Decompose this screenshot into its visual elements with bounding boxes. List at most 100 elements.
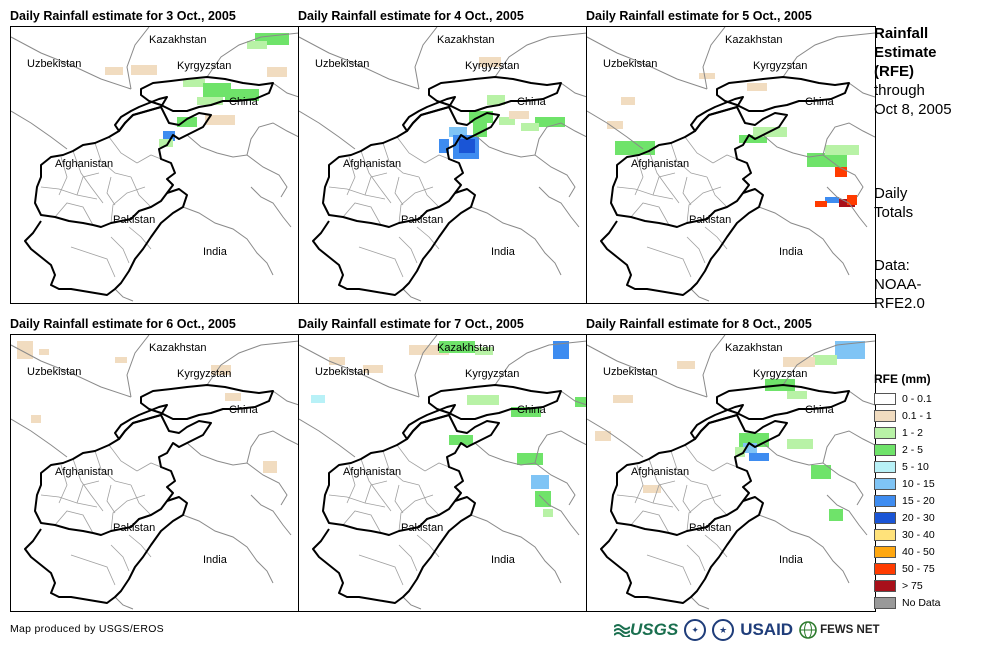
province-line: [110, 186, 146, 224]
boundary-line: [246, 430, 299, 464]
map-panel-oct6: Daily Rainfall estimate for 6 Oct., 2005…: [10, 316, 300, 612]
rainfall-patch: [267, 67, 287, 77]
province-line: [40, 186, 98, 200]
country-border: [402, 404, 456, 440]
map-frame: Kazakhstan Uzbekistan Kyrgyzstan China Afgha…: [586, 334, 876, 612]
rainfall-patch: [131, 65, 157, 75]
legend-swatch: [874, 596, 896, 609]
usgs-wave-icon: [614, 624, 630, 637]
boundary-line: [272, 82, 299, 98]
boundary-line: [494, 340, 587, 386]
province-line: [418, 484, 440, 516]
country-border: [24, 496, 188, 604]
data-line: NOAA-: [874, 276, 922, 293]
legend-label: 0 - 0.1: [902, 392, 932, 405]
legend-label: 20 - 30: [902, 511, 935, 524]
map-panel-oct5: Daily Rainfall estimate for 5 Oct., 2005…: [586, 8, 876, 304]
province-line: [670, 142, 708, 178]
legend-swatch: [874, 443, 896, 456]
province-line: [398, 544, 418, 572]
rainfall-map: Kazakhstan Uzbekistan Kyrgyzstan China Afgha…: [587, 27, 875, 302]
rainfall-patch: [311, 395, 325, 403]
rainfall-patch: [699, 73, 715, 79]
country-label-kyrgyzstan: Kyrgyzstan: [177, 60, 231, 72]
boundary-line: [299, 418, 356, 458]
boundary-line: [822, 430, 875, 464]
rainfall-patch: [225, 393, 241, 401]
country-label-afghanistan: Afghanistan: [55, 158, 113, 170]
country-label-india: India: [779, 246, 804, 258]
province-line: [686, 494, 722, 532]
boundary-line: [848, 82, 875, 98]
boundary-line: [702, 335, 726, 398]
legend-swatch: [874, 545, 896, 558]
rainfall-patch: [535, 117, 565, 127]
province-line: [54, 510, 94, 534]
boundary-line: [11, 344, 132, 398]
country-border: [716, 384, 850, 420]
province-line: [396, 444, 426, 472]
legend-label: > 75: [902, 579, 923, 592]
province-line: [70, 554, 116, 586]
country-border: [312, 496, 476, 604]
rainfall-patch: [183, 79, 205, 87]
rainfall-patch: [467, 395, 499, 405]
country-border: [600, 496, 764, 604]
legend-swatch: [874, 511, 896, 524]
agency-logos: USGS ✦ ★ USAID FEWS NET: [614, 617, 880, 643]
legend-label: 30 - 40: [902, 528, 935, 541]
boundary-line: [538, 186, 580, 228]
rainfall-patch: [329, 357, 345, 365]
boundary-line: [758, 206, 850, 276]
legend-swatch: [874, 477, 896, 490]
province-line: [652, 172, 676, 196]
rainfall-patch: [787, 391, 807, 399]
province-line: [58, 464, 68, 504]
side-title-line: through: [874, 82, 925, 99]
legend-item: > 75: [874, 577, 941, 594]
province-line: [94, 142, 132, 178]
map-panel-oct7: Daily Rainfall estimate for 7 Oct., 2005…: [298, 316, 588, 612]
province-line: [76, 480, 100, 504]
globe-icon: [799, 621, 817, 639]
legend-swatch: [874, 562, 896, 575]
country-border: [716, 76, 850, 112]
boundary-line: [534, 430, 587, 464]
rainfall-patch: [783, 357, 815, 367]
province-line: [712, 154, 738, 164]
rainfall-patch: [479, 57, 501, 67]
country-label-uzbekistan: Uzbekistan: [27, 58, 81, 70]
rainfall-patch: [487, 95, 505, 105]
province-line: [70, 246, 116, 278]
legend-label: 50 - 75: [902, 562, 935, 575]
rainfall-map: Kazakhstan Uzbekistan Kyrgyzstan China Afgha…: [11, 27, 299, 302]
rainfall-patch: [621, 97, 635, 105]
rainfall-patch: [115, 357, 127, 363]
boundary-line: [299, 110, 356, 150]
province-line: [342, 510, 382, 534]
province-line: [110, 236, 130, 264]
rainfall-patch: [39, 349, 49, 355]
country-label-kazakhstan: Kazakhstan: [437, 342, 494, 354]
rainfall-patch: [475, 347, 493, 355]
boundary-line: [470, 514, 562, 584]
province-line: [110, 544, 130, 572]
map-credit: Map produced by USGS/EROS: [10, 623, 164, 635]
boundary-line: [782, 32, 875, 78]
panel-title: Daily Rainfall estimate for 8 Oct., 2005: [586, 317, 812, 331]
country-border: [428, 76, 562, 112]
boundary-line: [114, 288, 134, 302]
legend-swatch: [874, 460, 896, 473]
legend-swatch: [874, 528, 896, 541]
boundary-line: [182, 206, 274, 276]
rainfall-patch: [815, 201, 827, 207]
country-label-india: India: [203, 554, 228, 566]
boundary-line: [186, 134, 288, 198]
legend-item: 40 - 50: [874, 543, 941, 560]
map-frame: Kazakhstan Uzbekistan Kyrgyzstan China Afgha…: [298, 26, 588, 304]
province-line: [346, 464, 356, 504]
province-line: [634, 464, 644, 504]
country-label-kazakhstan: Kazakhstan: [149, 342, 206, 354]
country-border: [690, 404, 744, 440]
province-line: [136, 154, 162, 164]
